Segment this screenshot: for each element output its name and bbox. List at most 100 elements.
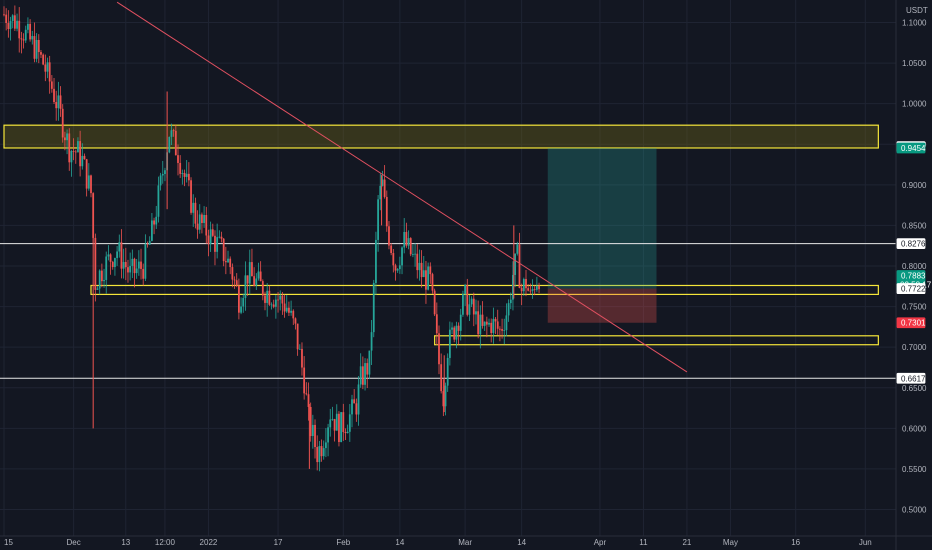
candle-body bbox=[531, 289, 534, 291]
candle-body bbox=[303, 367, 306, 394]
candle-body bbox=[464, 285, 466, 294]
candle-body bbox=[179, 162, 182, 174]
candle-body bbox=[16, 20, 18, 29]
candle-body bbox=[70, 150, 73, 163]
candle-body bbox=[459, 314, 462, 331]
candle-body bbox=[353, 399, 356, 404]
candle-body bbox=[135, 268, 138, 274]
candle-body bbox=[24, 29, 27, 41]
price-tick-label: 0.5000 bbox=[902, 506, 927, 515]
time-axis[interactable]: 15 Dec 13 12:00 2022 17 Feb 14 Mar 14 Apr 11 21 May 16… bbox=[0, 535, 932, 547]
candle-body bbox=[401, 247, 403, 266]
candle-body bbox=[477, 311, 480, 335]
time-tick-label: 14 bbox=[395, 538, 404, 547]
price-label-text: 0.6617 bbox=[901, 374, 926, 383]
candle-body bbox=[425, 270, 427, 290]
candle-body bbox=[281, 295, 284, 304]
candle-body bbox=[342, 412, 345, 433]
stop-loss-area[interactable] bbox=[547, 288, 657, 323]
candle-body bbox=[46, 62, 49, 72]
candle-body bbox=[29, 23, 31, 40]
candle-body bbox=[59, 95, 62, 109]
candle-body bbox=[157, 185, 160, 217]
candle-body bbox=[516, 244, 519, 254]
candle-body bbox=[87, 175, 90, 189]
candle-body bbox=[379, 185, 382, 200]
price-tick-label: 1.1000 bbox=[902, 19, 927, 28]
candle-body bbox=[377, 199, 379, 240]
candle-body bbox=[451, 327, 453, 330]
candle-body bbox=[344, 432, 347, 434]
candle-body bbox=[533, 289, 536, 290]
candle-body bbox=[422, 270, 425, 278]
candle-body bbox=[259, 271, 262, 282]
candle-body bbox=[311, 424, 314, 437]
candle-body bbox=[448, 329, 451, 358]
price-tick-label: 0.6500 bbox=[902, 384, 927, 393]
candle-body bbox=[20, 38, 23, 40]
candle-body bbox=[183, 173, 186, 177]
price-axis[interactable]: USDT 1.10001.05001.00000.95000.90000.850… bbox=[895, 0, 928, 550]
candle-body bbox=[359, 366, 362, 385]
candle-body bbox=[529, 290, 532, 292]
candle-body bbox=[409, 238, 412, 255]
candle-body bbox=[305, 393, 308, 395]
candle-body bbox=[57, 95, 60, 109]
candle-body bbox=[327, 427, 329, 443]
candle-body bbox=[68, 133, 71, 163]
candle-body bbox=[414, 253, 416, 255]
price-label-text: 0.7301 bbox=[901, 319, 926, 328]
mid-support-zone[interactable] bbox=[90, 284, 879, 296]
candle-body bbox=[435, 314, 438, 334]
candle-body bbox=[229, 258, 232, 268]
price-tick-label: 1.0500 bbox=[902, 59, 927, 68]
candle-body bbox=[314, 424, 316, 448]
resistance-zone[interactable] bbox=[3, 124, 879, 149]
candle-body bbox=[481, 314, 484, 326]
time-tick-label: 2022 bbox=[200, 538, 218, 547]
candle-body bbox=[148, 240, 151, 245]
candle-body bbox=[351, 399, 353, 415]
candle-body bbox=[288, 307, 290, 313]
candle-body bbox=[348, 414, 351, 432]
trendline[interactable] bbox=[116, 1, 688, 373]
price-label-text: 0.7722 bbox=[901, 285, 926, 294]
candle-body bbox=[475, 311, 477, 315]
lower-support-zone[interactable] bbox=[434, 335, 879, 346]
trendline-layer[interactable] bbox=[116, 1, 688, 373]
candle-body bbox=[211, 229, 214, 236]
candle-body bbox=[220, 236, 223, 239]
candle-body bbox=[470, 298, 473, 305]
candle-body bbox=[488, 322, 490, 325]
candle-body bbox=[159, 175, 162, 186]
candle-body bbox=[146, 243, 149, 245]
candle-body bbox=[392, 253, 395, 266]
chart-grid bbox=[0, 0, 896, 536]
time-tick-label: Dec bbox=[66, 538, 80, 547]
candle-body bbox=[522, 279, 525, 292]
candle-body bbox=[53, 88, 55, 103]
candle-body bbox=[142, 268, 145, 279]
zones-layer[interactable] bbox=[3, 124, 879, 346]
candle-body bbox=[285, 307, 288, 312]
candle-body bbox=[114, 258, 116, 268]
candle-body bbox=[283, 303, 286, 312]
candle-body bbox=[453, 327, 456, 340]
candle-body bbox=[92, 193, 95, 238]
candle-body bbox=[27, 23, 29, 30]
candle-body bbox=[398, 265, 401, 270]
candle-body bbox=[444, 385, 447, 407]
candle-body bbox=[418, 262, 421, 271]
candle-body bbox=[274, 299, 277, 307]
candle-body bbox=[385, 196, 388, 227]
candle-body bbox=[268, 290, 271, 305]
time-tick-label: 16 bbox=[791, 538, 800, 547]
candle-body bbox=[255, 278, 258, 286]
candle-body bbox=[340, 412, 343, 443]
candle-body bbox=[124, 261, 127, 268]
profit-target-area[interactable] bbox=[547, 147, 657, 289]
candle-body bbox=[364, 363, 366, 385]
long-position-tool[interactable] bbox=[547, 147, 657, 323]
price-label-box bbox=[896, 372, 926, 384]
